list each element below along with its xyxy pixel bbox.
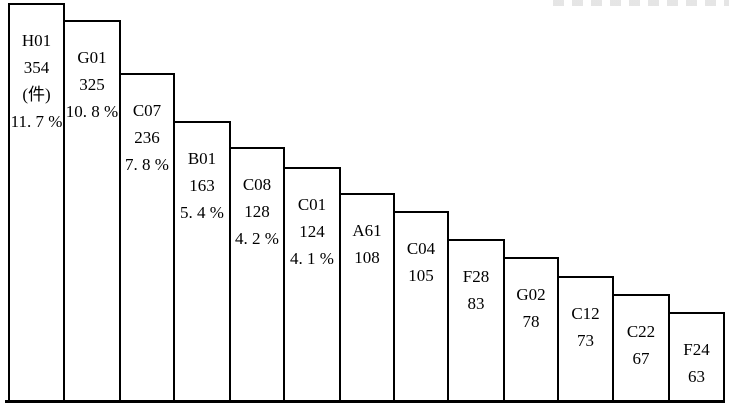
bar-C04: C04 105: [393, 211, 449, 403]
bar-A61: A61 108: [339, 193, 395, 403]
bar-C07: C07 236 7. 8 %: [119, 73, 175, 403]
bar-label-line: 325: [79, 75, 105, 94]
bar-label-line: F24: [683, 340, 710, 359]
bar-label-line: 108: [354, 248, 380, 267]
bar-F24: F24 63: [668, 312, 725, 403]
bar-label-line: C07: [132, 101, 162, 120]
bar-label-line: B01: [187, 149, 217, 168]
bar-label-line: C22: [626, 322, 656, 341]
bar-label-line: 63: [688, 367, 705, 386]
bar-label-line: 4. 1 %: [290, 249, 334, 268]
bar-label-line: 7. 8 %: [125, 155, 169, 174]
bar-label-line: G02: [516, 285, 546, 304]
bar-label-line: 4. 2 %: [235, 229, 279, 248]
bar-label-line: G01: [77, 48, 107, 67]
bar-label-line: C08: [242, 175, 272, 194]
bar-label-line: 73: [577, 331, 594, 350]
bar-label-line: A61: [352, 221, 382, 240]
bar-G02: G02 78: [503, 257, 559, 403]
bar-label-line: 67: [632, 349, 650, 368]
bar-H01: H01 354 (件) 11. 7 %: [8, 3, 65, 403]
bar-C08: C08 128 4. 2 %: [229, 147, 285, 403]
bar-label-line: 11. 7 %: [10, 112, 63, 131]
cropped-text-artifact: [553, 0, 729, 6]
bar-label-line: 128: [244, 202, 270, 221]
bar-label-line: 5. 4 %: [180, 203, 224, 222]
bar-label-line: 236: [134, 128, 160, 147]
bar-label-line: 10. 8 %: [65, 102, 119, 121]
bar-label-line: F28: [462, 267, 490, 286]
bar-label-line: C12: [571, 304, 600, 323]
bar-label-line: C04: [406, 239, 436, 258]
bar-C01: C01 124 4. 1 %: [283, 167, 341, 403]
bar-label-line: 163: [189, 176, 215, 195]
bar-label-line: C01: [297, 195, 327, 214]
bar-label-line: 354: [23, 58, 50, 77]
bar-label-line: 83: [467, 294, 485, 313]
bar-F28: F28 83: [447, 239, 505, 403]
bar-G01: G01 325 10. 8 %: [63, 20, 121, 403]
bar-C22: C22 67: [612, 294, 670, 403]
bar-B01: B01 163 5. 4 %: [173, 121, 231, 403]
bar-label-line: H01: [21, 31, 52, 50]
bar-label-line: (件): [22, 85, 51, 104]
bar-label-line: 105: [408, 266, 434, 285]
x-axis-line: [5, 400, 725, 403]
bar-label-line: 124: [299, 222, 325, 241]
bar-C12: C12 73: [557, 276, 614, 403]
bar-label-line: 78: [522, 312, 540, 331]
